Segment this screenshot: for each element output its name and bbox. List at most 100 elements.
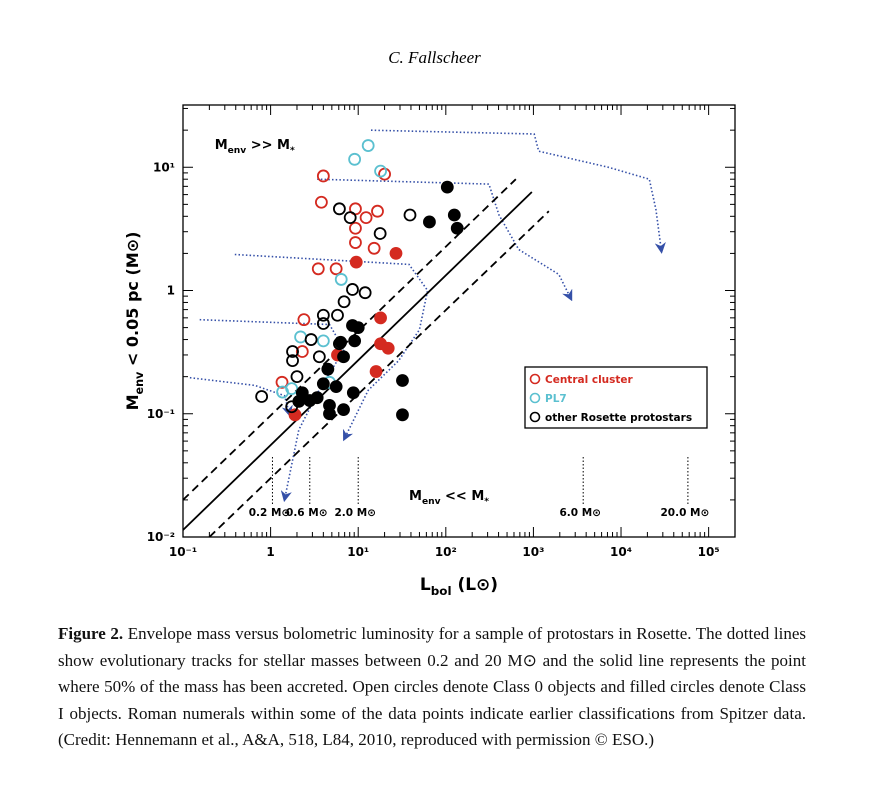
data-point: [358, 286, 372, 300]
data-point: [297, 313, 311, 327]
data-point: [316, 377, 330, 391]
data-point: [316, 334, 330, 348]
legend-label: PL7: [545, 393, 567, 405]
data-point: [310, 391, 324, 405]
data-point: [329, 262, 343, 276]
data-point: [381, 341, 395, 355]
caption-text: Envelope mass versus bolometric luminosi…: [58, 624, 806, 749]
label: Menv << M*: [409, 489, 489, 507]
data-point: [349, 236, 362, 249]
data-point: [316, 308, 330, 322]
text-part: < 0.05 pc (M⊙): [123, 232, 142, 372]
legend-marker: [529, 411, 541, 423]
x-tick-label: 10⁻¹: [169, 545, 197, 559]
data-point: [423, 215, 436, 229]
data-point: [450, 221, 464, 235]
data-point: [440, 180, 454, 194]
subscript: bol: [431, 584, 452, 598]
y-tick-label: 10⁻²: [147, 530, 175, 544]
data-point: [337, 350, 350, 364]
data-point: [343, 211, 357, 225]
subscript: *: [484, 497, 489, 507]
subscript: env: [422, 497, 441, 507]
data-point: [286, 345, 299, 358]
data-point: [348, 334, 362, 348]
text-part: (L⊙): [452, 575, 499, 595]
subscript: *: [290, 146, 295, 156]
data-point: [346, 386, 360, 400]
data-point: [396, 408, 409, 422]
data-point: [311, 262, 325, 276]
data-point: [396, 374, 409, 387]
data-point: [290, 370, 304, 384]
data-point: [312, 350, 326, 364]
legend-marker: [529, 392, 541, 404]
data-point: [373, 227, 387, 240]
legend-label: Central cluster: [545, 374, 634, 386]
data-point: [323, 407, 336, 421]
data-point: [348, 152, 362, 166]
data-point: [374, 164, 387, 178]
x-tick-label: 10³: [522, 545, 544, 559]
data-point: [294, 330, 308, 344]
text-part: << M: [441, 489, 485, 504]
text-part: M: [409, 489, 422, 504]
evolutionary-track: [234, 253, 429, 442]
data-point: [334, 273, 348, 286]
label: Menv < 0.05 pc (M⊙): [123, 232, 146, 411]
data-point: [334, 335, 348, 349]
x-tick-label: 10⁴: [610, 545, 632, 559]
mass-label: 0.2 M⊙: [249, 507, 291, 519]
data-point: [389, 247, 403, 260]
y-tick-label: 10⁻¹: [147, 407, 175, 421]
mass-label: 2.0 M⊙: [334, 507, 376, 519]
text-part: M: [215, 138, 228, 153]
data-point: [367, 241, 381, 255]
data-point: [337, 403, 350, 417]
x-tick-label: 10²: [435, 545, 457, 559]
data-point: [403, 208, 417, 222]
text-part: M: [123, 395, 142, 411]
y-tick-label: 10¹: [153, 160, 175, 174]
subscript: env: [228, 146, 247, 156]
data-point: [316, 169, 330, 183]
data-point: [321, 362, 335, 376]
x-tick-label: 10⁵: [698, 545, 720, 559]
mass-label: 20.0 M⊙: [660, 507, 709, 519]
x-tick-label: 1: [266, 545, 274, 559]
data-point: [349, 255, 363, 269]
data-point: [304, 333, 318, 346]
data-point: [346, 283, 359, 296]
y-tick-label: 1: [167, 284, 175, 298]
data-point: [337, 295, 351, 309]
data-point: [349, 221, 362, 235]
legend-box: [524, 366, 708, 429]
evolutionary-track: [370, 129, 666, 254]
text-part: >> M: [246, 138, 290, 153]
label: Lbol (L⊙): [420, 575, 498, 598]
data-point: [286, 354, 299, 367]
legend-label: other Rosette protostars: [545, 412, 692, 424]
data-point: [359, 211, 373, 225]
mass-label: 0.6 M⊙: [286, 507, 328, 519]
running-header: C. Fallscheer: [388, 48, 481, 67]
data-point: [292, 394, 306, 408]
accretion-line: [183, 191, 533, 531]
evolutionary-track: [317, 178, 573, 302]
caption-label: Figure 2.: [58, 624, 124, 643]
subscript: env: [133, 371, 146, 395]
plot-frame: [182, 104, 736, 538]
data-point: [316, 317, 330, 330]
label: Menv >> M*: [215, 138, 295, 156]
data-point: [369, 365, 383, 378]
data-point: [295, 345, 309, 358]
data-point: [447, 208, 461, 222]
data-point: [255, 390, 269, 403]
data-point: [276, 385, 289, 399]
data-point: [361, 139, 375, 152]
data-point: [333, 202, 346, 216]
evolutionary-track: [189, 376, 293, 417]
data-point: [275, 375, 289, 389]
